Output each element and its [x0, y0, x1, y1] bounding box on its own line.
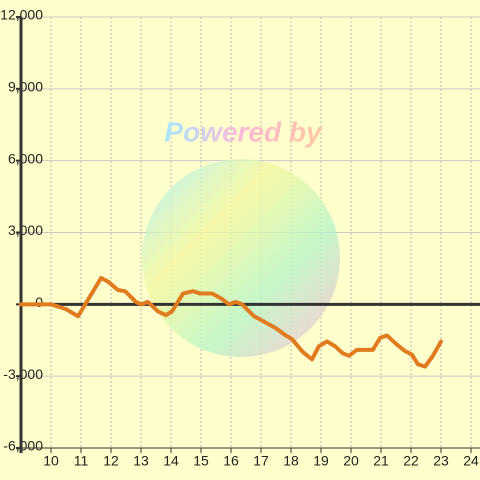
watermark-logo: [142, 159, 340, 357]
x-tick-label: 17: [253, 453, 269, 469]
y-tick-label: 3,000: [8, 222, 43, 238]
watermark: Powered by: [164, 116, 323, 147]
x-tick-label: 13: [133, 453, 149, 469]
x-tick-label: 21: [373, 453, 389, 469]
x-tick-label: 19: [313, 453, 329, 469]
x-tick-label: 14: [163, 453, 179, 469]
x-tick-label: 11: [74, 453, 89, 469]
x-tick-label: 15: [193, 453, 209, 469]
x-tick-label: 20: [343, 453, 359, 469]
y-tick-label: -3,000: [3, 366, 43, 382]
y-tick-label: 9,000: [8, 79, 43, 95]
x-tick-label: 16: [223, 453, 239, 469]
y-tick-label: 12,000: [0, 7, 43, 23]
x-tick-label: 18: [283, 453, 299, 469]
y-tick-label: 0: [35, 294, 43, 310]
x-tick-label: 24: [463, 453, 479, 469]
x-tick-label: 12: [103, 453, 119, 469]
y-tick-label: 6,000: [8, 150, 43, 166]
line: [19, 275, 443, 369]
x-tick-label: 10: [43, 453, 59, 469]
x-tick-label: 23: [433, 453, 449, 469]
x-tick-label: 22: [403, 453, 419, 469]
y-tick-label: -6,000: [3, 438, 43, 454]
